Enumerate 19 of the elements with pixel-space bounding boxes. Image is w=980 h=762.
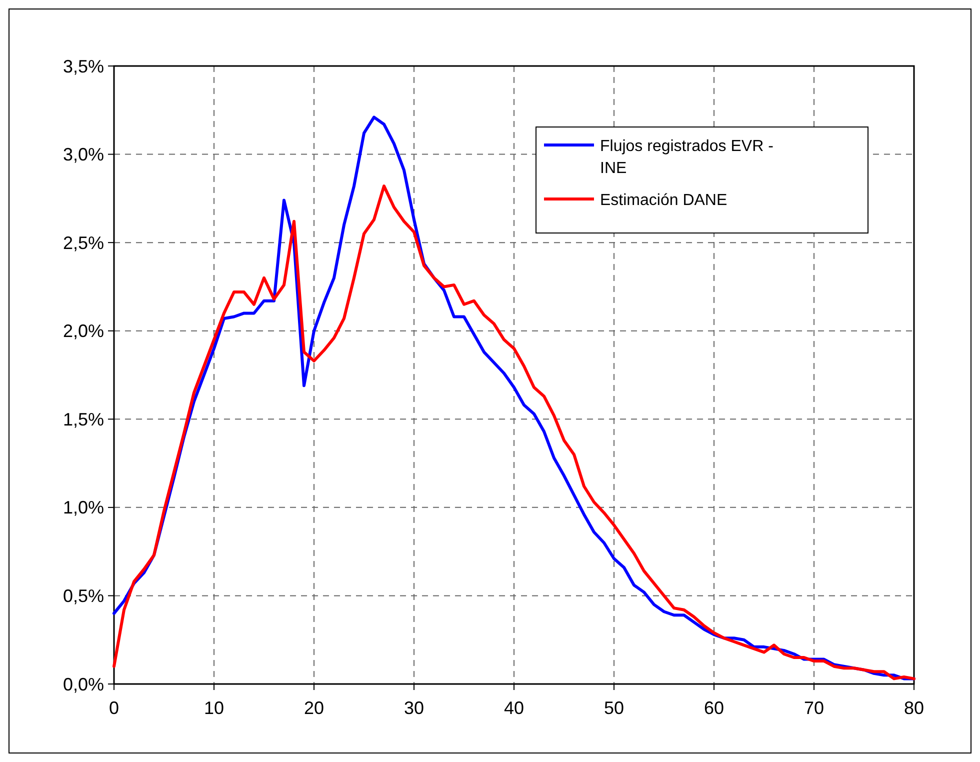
y-tick-label: 0,5% bbox=[62, 586, 104, 606]
y-tick-label: 0,0% bbox=[62, 674, 104, 694]
y-tick-label: 3,0% bbox=[62, 144, 104, 165]
y-tick-label: 1,0% bbox=[62, 498, 104, 518]
x-tick-label: 30 bbox=[404, 698, 424, 718]
y-tick-label: 1,5% bbox=[62, 409, 104, 430]
x-tick-label: 70 bbox=[804, 698, 824, 718]
x-tick-label: 10 bbox=[204, 698, 224, 718]
x-tick-label: 50 bbox=[604, 698, 624, 718]
x-tick-label: 60 bbox=[704, 698, 724, 718]
x-tick-label: 20 bbox=[304, 698, 324, 718]
y-tick-label: 2,0% bbox=[62, 321, 104, 342]
y-tick-label: 3,5% bbox=[62, 56, 104, 76]
legend-label: Estimación DANE bbox=[600, 192, 728, 209]
legend-label: Flujos registrados EVR - INE bbox=[600, 138, 774, 177]
x-tick-label: 40 bbox=[504, 698, 524, 718]
x-tick-label: 0 bbox=[108, 698, 120, 718]
y-tick-label: 2,5% bbox=[62, 232, 104, 253]
x-tick-label: 80 bbox=[904, 698, 924, 718]
